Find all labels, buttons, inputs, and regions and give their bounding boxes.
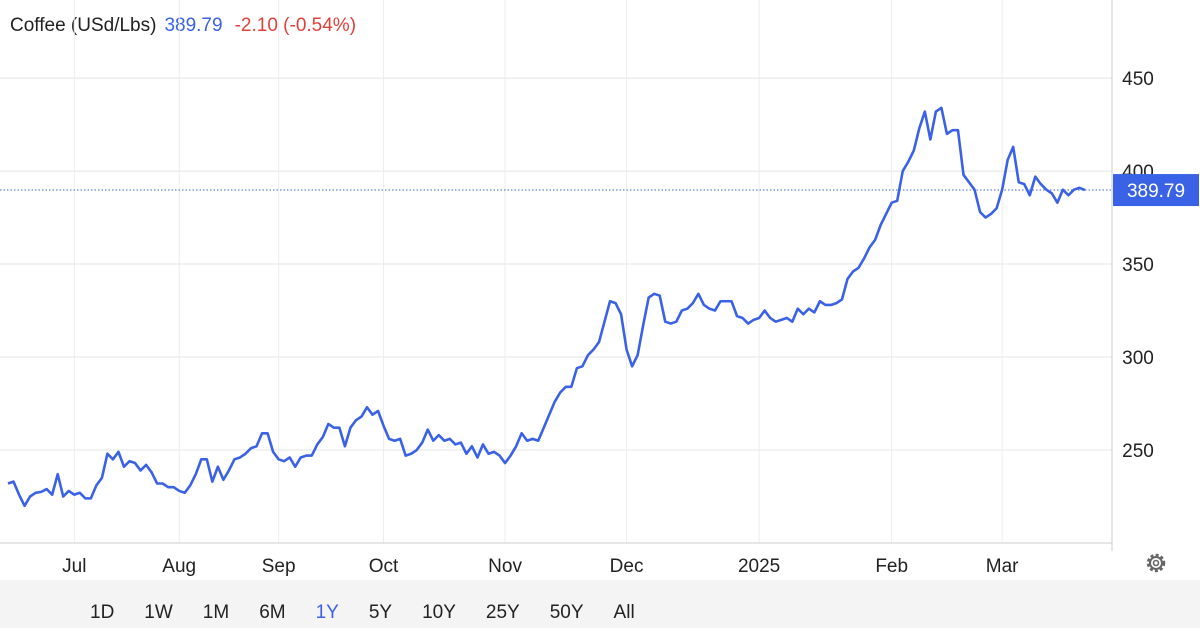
settings-icon[interactable] bbox=[1146, 553, 1166, 573]
range-button[interactable]: 6M bbox=[259, 602, 285, 623]
last-price: 389.79 bbox=[164, 15, 222, 36]
x-tick-label: Aug bbox=[162, 556, 196, 577]
range-button[interactable]: 1Y bbox=[316, 602, 340, 623]
x-tick-label: Jul bbox=[62, 556, 86, 577]
y-tick-label: 350 bbox=[1122, 255, 1154, 276]
price-line bbox=[7, 106, 1086, 508]
last-price-tag bbox=[1113, 174, 1199, 207]
x-tick-label: 2025 bbox=[738, 556, 780, 577]
range-button[interactable]: 5Y bbox=[369, 602, 393, 623]
x-tick-label: Sep bbox=[262, 556, 296, 577]
instrument-title: Coffee (USd/Lbs) bbox=[10, 15, 156, 36]
range-button[interactable]: All bbox=[614, 602, 635, 623]
range-button[interactable]: 50Y bbox=[550, 602, 584, 623]
range-button[interactable]: 1D bbox=[90, 602, 114, 623]
range-button[interactable]: 1W bbox=[144, 602, 173, 623]
x-tick-label: Mar bbox=[986, 556, 1019, 577]
x-tick-label: Nov bbox=[488, 556, 522, 577]
range-button[interactable]: 25Y bbox=[486, 602, 520, 623]
last-price-tag-label: 389.79 bbox=[1127, 181, 1185, 202]
y-tick-label: 300 bbox=[1122, 348, 1154, 369]
y-tick-label: 250 bbox=[1122, 441, 1154, 462]
x-tick-label: Feb bbox=[875, 556, 908, 577]
x-tick-label: Oct bbox=[369, 556, 399, 577]
range-button[interactable]: 1M bbox=[203, 602, 229, 623]
grid bbox=[0, 0, 1112, 543]
range-button[interactable]: 10Y bbox=[422, 602, 456, 623]
price-change: -2.10 (-0.54%) bbox=[235, 15, 356, 36]
range-bar bbox=[0, 580, 1200, 628]
x-tick-label: Dec bbox=[610, 556, 644, 577]
y-tick-label: 450 bbox=[1122, 69, 1154, 90]
